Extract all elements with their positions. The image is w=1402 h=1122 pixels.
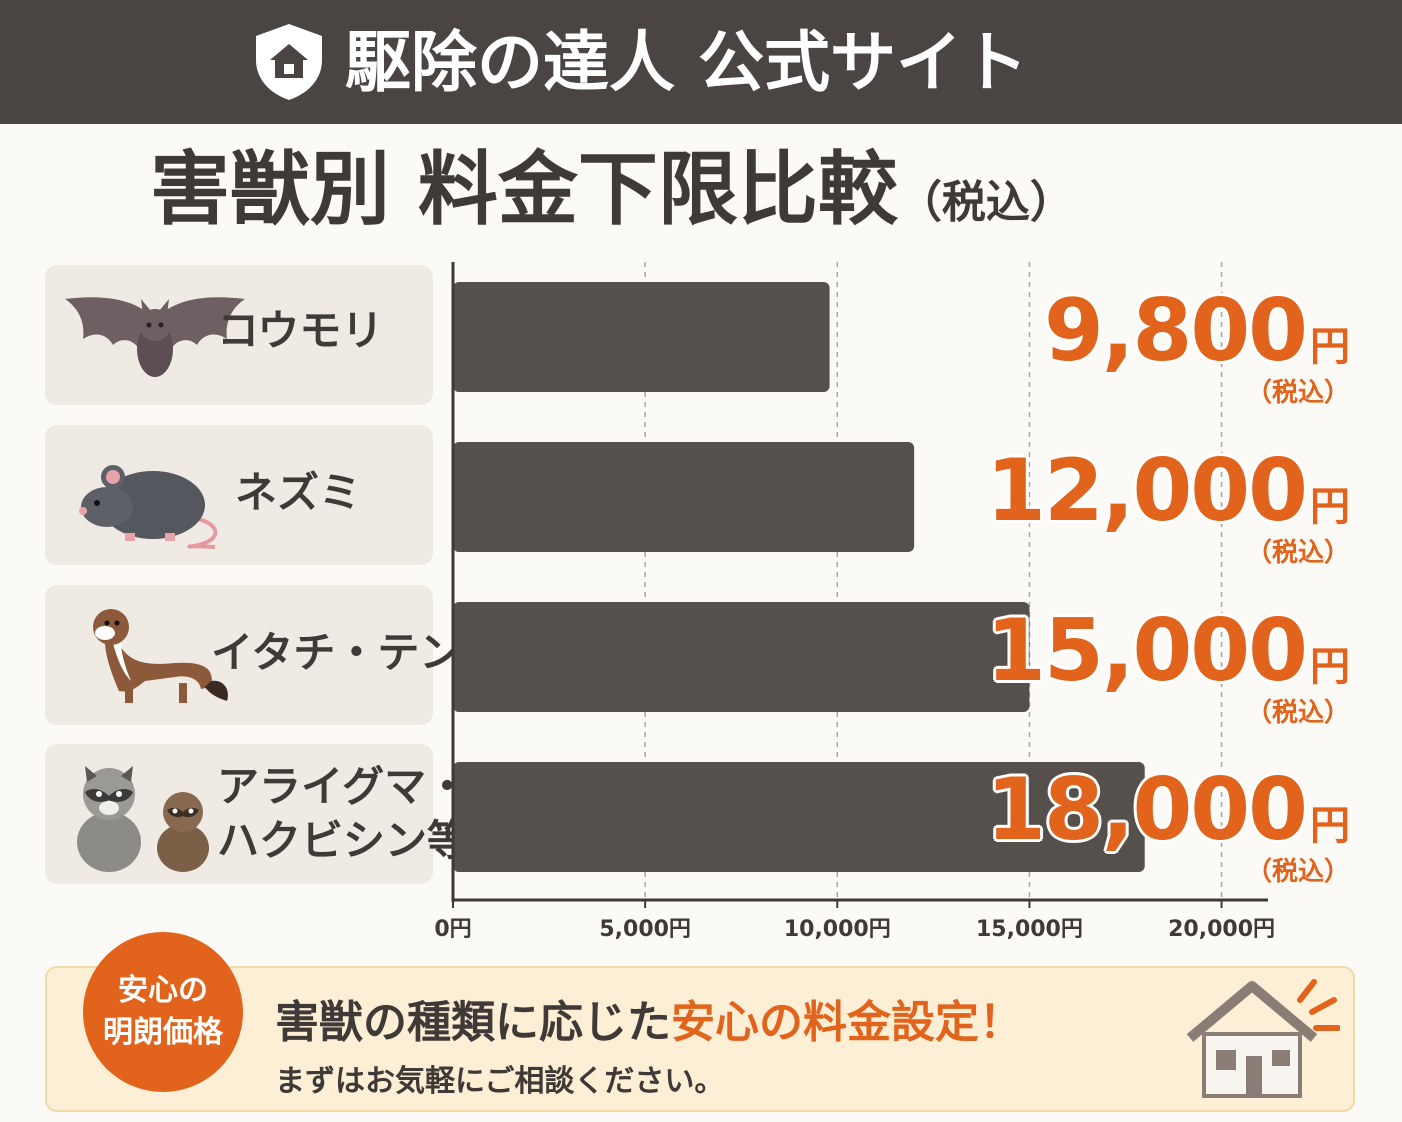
value-label-weasel: 15,000 円 （税込）: [986, 601, 1350, 728]
bat-icon: [65, 297, 245, 377]
badge-line1: 安心の: [118, 973, 208, 1008]
x-tick-label: 20,000円: [1168, 917, 1275, 942]
rat-icon: [79, 465, 218, 549]
site-header: 駆除の達人 公式サイト: [0, 0, 1402, 124]
value-label-raccoon: 18,000 円 （税込）: [986, 760, 1350, 887]
bar-bat: [453, 282, 830, 392]
shield-house-icon: [256, 24, 322, 100]
weasel-icon: [93, 609, 228, 703]
chart-title-tax-note: （税込）: [897, 177, 1074, 228]
house-icon: [1186, 979, 1340, 1098]
category-label-raccoon-line2: ハクビシン等: [217, 816, 470, 865]
value-label-rat: 12,000 円 （税込）: [986, 441, 1350, 568]
site-title: 駆除の達人 公式サイト: [345, 24, 1028, 101]
category-label-raccoon-line1: アライグマ・: [217, 762, 469, 811]
category-label-weasel: イタチ・テン: [211, 628, 462, 677]
bar-rat: [453, 442, 915, 552]
category-card-bat: コウモリ: [45, 265, 433, 405]
x-tick-label: 15,000円: [976, 917, 1083, 942]
badge-line2: 明朗価格: [103, 1015, 223, 1050]
x-tick-label: 10,000円: [784, 917, 891, 942]
category-card-weasel: イタチ・テン: [45, 585, 461, 725]
bar-raccoon: [453, 762, 1145, 872]
banner-headline-prefix: 害獣の種類に応じた: [275, 997, 671, 1048]
info-banner: [45, 966, 1355, 1112]
banner-subtext: まずはお気軽にご相談ください。: [275, 1064, 725, 1099]
category-card-rat: ネズミ: [45, 425, 433, 565]
category-label-rat: ネズミ: [235, 468, 362, 517]
category-label-bat: コウモリ: [217, 306, 384, 355]
banner-headline-highlight: 安心の料金設定！: [671, 997, 1023, 1048]
chart-title: 害獣別 料金下限比較（税込）: [150, 140, 1074, 240]
banner-headline: 害獣の種類に応じた安心の料金設定！: [275, 986, 1023, 1050]
raccoon-icon: [77, 766, 209, 872]
x-tick-label: 5,000円: [599, 917, 691, 942]
x-tick-label: 0円: [434, 917, 471, 942]
category-card-raccoon: アライグマ・ ハクビシン等: [45, 744, 469, 884]
value-label-bat: 9,800 円 （税込）: [1043, 281, 1350, 408]
clear-pricing-badge: 安心の 明朗価格: [83, 932, 243, 1092]
bar-weasel: [453, 602, 1030, 712]
chart-title-main: 害獣別 料金下限比較: [150, 143, 898, 236]
